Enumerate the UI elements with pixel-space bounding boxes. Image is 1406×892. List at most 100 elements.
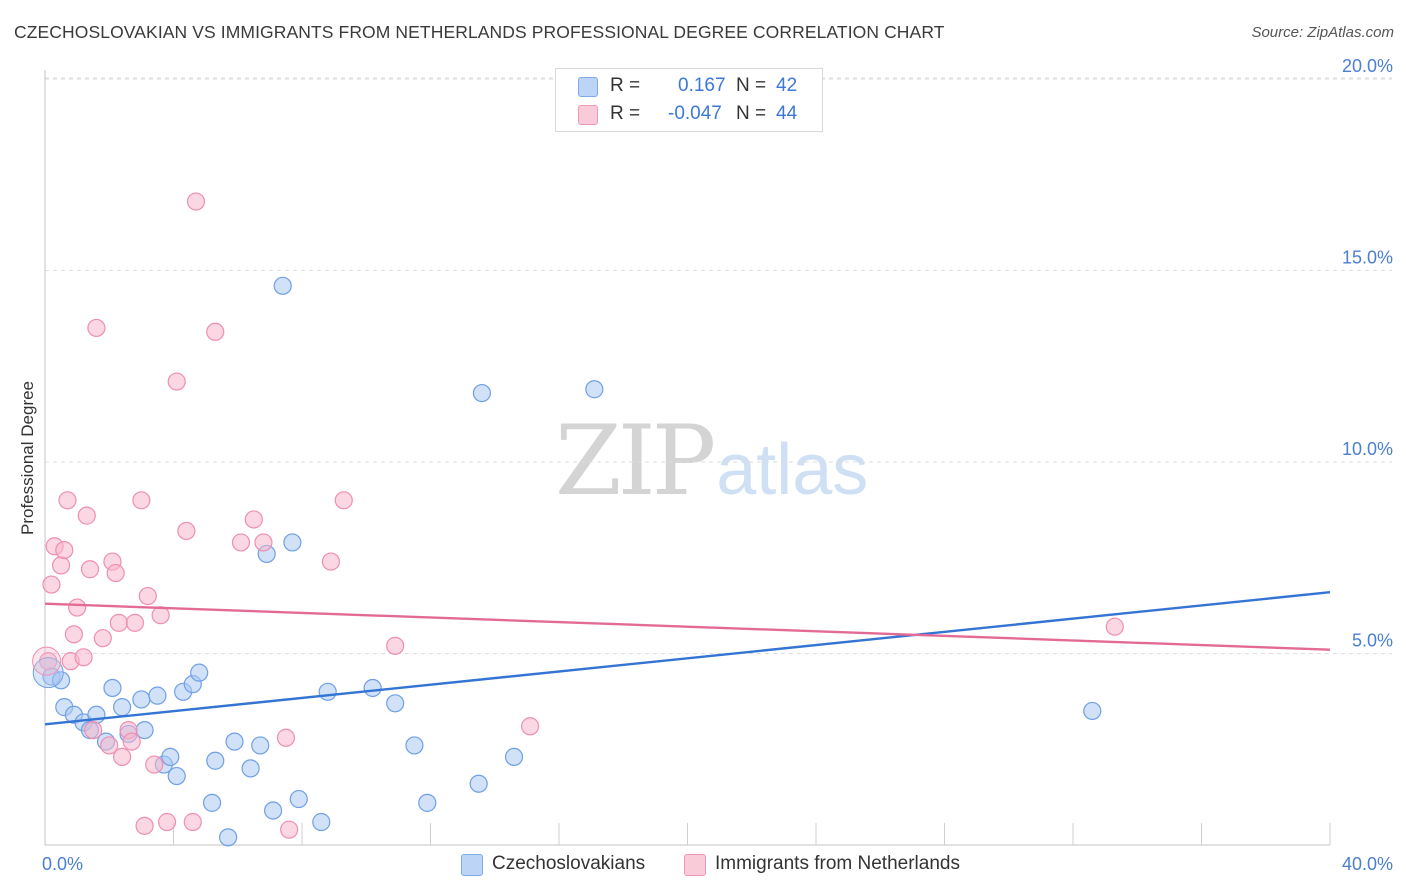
data-point-netherlands [386, 636, 405, 655]
legend-swatch-blue [461, 854, 483, 876]
legend-swatch-pink [578, 105, 598, 125]
data-point-netherlands [167, 372, 186, 391]
legend-swatch-pink [684, 854, 706, 876]
y-tick-label: 15.0% [1342, 248, 1393, 268]
data-point-netherlands [51, 556, 71, 575]
data-point-czechoslovakians [241, 759, 260, 778]
data-point-netherlands [206, 322, 225, 341]
data-point-netherlands [125, 613, 145, 632]
legend-r-value: 0.167 [678, 75, 726, 96]
data-point-netherlands [42, 575, 61, 594]
data-point-netherlands [132, 491, 151, 510]
data-point-netherlands [106, 563, 125, 583]
data-point-czechoslovakians [251, 736, 270, 755]
data-point-czechoslovakians [585, 380, 604, 399]
data-point-czechoslovakians [112, 698, 132, 717]
trend-layer [44, 591, 1331, 726]
data-point-netherlands [186, 192, 206, 211]
y-tick-label: 10.0% [1342, 439, 1393, 459]
chart-title: CZECHOSLOVAKIAN VS IMMIGRANTS FROM NETHE… [14, 22, 945, 42]
data-point-netherlands [145, 755, 164, 774]
data-point-netherlands [32, 646, 62, 676]
data-point-czechoslovakians [206, 751, 225, 770]
data-point-netherlands [157, 812, 177, 832]
data-point-czechoslovakians [469, 774, 488, 793]
data-point-netherlands [1105, 617, 1124, 636]
legend-n-label: N = [736, 103, 767, 124]
data-point-czechoslovakians [219, 828, 238, 847]
data-point-czechoslovakians [312, 812, 331, 832]
stats-legend: R = 0.167 N = 42 R = -0.047 N = 44 [555, 68, 823, 132]
data-point-netherlands [112, 747, 132, 767]
data-point-czechoslovakians [148, 686, 167, 705]
data-point-czechoslovakians [132, 690, 151, 709]
data-point-czechoslovakians [263, 801, 283, 820]
data-point-netherlands [177, 521, 196, 541]
legend-label: Czechoslovakians [492, 853, 646, 874]
trend-line-czechoslovakians [44, 591, 1331, 726]
data-point-netherlands [77, 506, 96, 525]
data-point-czechoslovakians [363, 678, 382, 698]
data-point-netherlands [68, 598, 87, 617]
data-point-czechoslovakians [386, 694, 405, 713]
data-point-netherlands [122, 732, 141, 751]
data-point-netherlands [109, 613, 128, 632]
data-point-netherlands [334, 491, 353, 510]
data-point-netherlands [520, 717, 540, 736]
legend-n-label: N = [736, 75, 767, 96]
data-point-netherlands [64, 625, 84, 644]
data-point-netherlands [55, 540, 74, 560]
data-point-czechoslovakians [190, 663, 209, 682]
y-tick-label: 5.0% [1352, 631, 1393, 651]
data-point-netherlands [138, 586, 157, 606]
legend-r-label: R = [610, 103, 641, 124]
legend-swatch-blue [578, 77, 598, 97]
chart-source: Source: ZipAtlas.com [1251, 24, 1394, 41]
legend-r-value: -0.047 [668, 103, 722, 124]
data-point-netherlands [135, 816, 154, 835]
data-point-czechoslovakians [283, 533, 302, 552]
data-point-czechoslovakians [1083, 701, 1102, 721]
data-point-netherlands [100, 736, 119, 755]
grid-layer [45, 77, 1392, 654]
data-point-czechoslovakians [167, 766, 186, 786]
data-point-netherlands [84, 720, 103, 740]
data-point-czechoslovakians [289, 789, 308, 809]
legend-n-value: 42 [776, 75, 798, 96]
data-point-czechoslovakians [418, 793, 437, 812]
legend-r-label: R = [610, 75, 641, 96]
x-tick-label: 0.0% [42, 854, 83, 874]
legend-label: Immigrants from Netherlands [715, 853, 960, 874]
data-point-czechoslovakians [504, 747, 524, 767]
data-point-czechoslovakians [32, 657, 64, 689]
points-layer [32, 192, 1124, 847]
data-point-czechoslovakians [103, 678, 122, 698]
y-tick-label: 20.0% [1342, 56, 1393, 76]
data-point-netherlands [183, 812, 202, 832]
data-point-netherlands [93, 629, 112, 648]
data-point-netherlands [80, 560, 100, 579]
series-legend: Czechoslovakians Immigrants from Netherl… [0, 852, 1406, 878]
data-point-netherlands [58, 491, 77, 510]
trend-line-netherlands [44, 602, 1331, 651]
x-tick-label: 40.0% [1342, 854, 1393, 874]
watermark-atlas: atlas [716, 430, 869, 510]
data-point-czechoslovakians [472, 383, 491, 403]
data-point-czechoslovakians [161, 747, 180, 767]
legend-n-value: 44 [776, 103, 798, 124]
data-point-netherlands [244, 510, 263, 529]
data-point-netherlands [87, 318, 106, 338]
data-point-netherlands [276, 728, 296, 747]
data-point-netherlands [280, 820, 299, 839]
data-point-netherlands [74, 648, 93, 667]
data-point-netherlands [254, 533, 273, 552]
tick-layer: 5.0% 10.0% 15.0% 20.0% 0.0% 40.0% [42, 56, 1393, 874]
axis-layer [44, 70, 1331, 846]
data-point-netherlands [231, 533, 251, 552]
data-point-czechoslovakians [225, 732, 244, 751]
data-point-czechoslovakians [202, 793, 222, 812]
watermark-zip: ZIP [555, 405, 716, 517]
data-point-czechoslovakians [273, 276, 292, 295]
data-point-czechoslovakians [318, 682, 337, 701]
